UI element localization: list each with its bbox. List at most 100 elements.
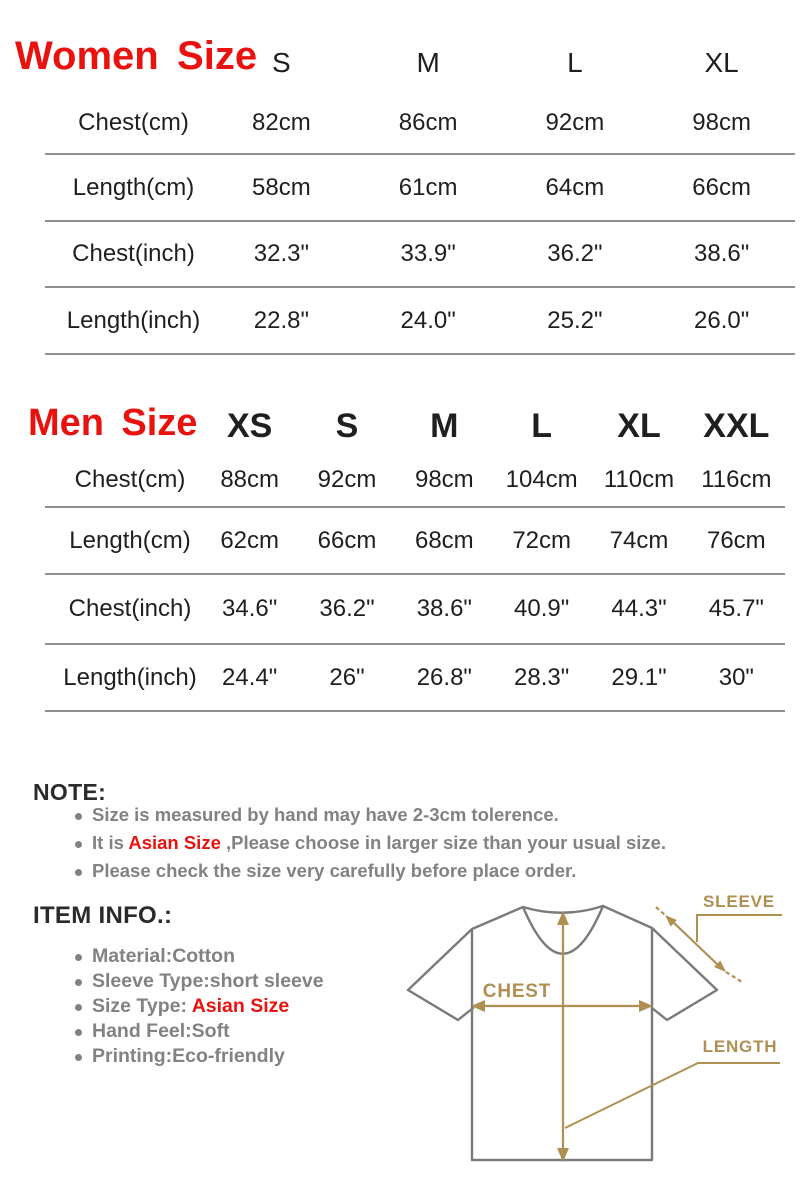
size-value: 36.2" xyxy=(547,240,603,267)
size-value: 64cm xyxy=(545,173,605,201)
size-value: 25.2" xyxy=(547,306,603,334)
bullet-text: Printing:Eco-friendly xyxy=(92,1045,285,1068)
bullet-text-part: Printing:Eco-friendly xyxy=(92,1045,285,1067)
note-heading: NOTE: xyxy=(33,779,107,805)
bullet-dot-icon xyxy=(75,868,82,876)
size-value: 86cm xyxy=(398,108,458,136)
bullet-red-text: Asian Size xyxy=(191,995,290,1017)
men-size-col-header: XXL xyxy=(703,406,770,445)
size-value: 92cm xyxy=(317,466,377,493)
size-value: 28.3" xyxy=(514,663,570,691)
tshirt-measurement-diagram: CHEST SLEEVE LENGTH xyxy=(406,892,782,1162)
bullet-text-part: Size Type: xyxy=(92,995,192,1017)
women-size-col-header: XL xyxy=(704,47,739,78)
size-value: 66cm xyxy=(692,173,751,201)
size-value: 34.6" xyxy=(222,595,278,622)
row-label: Chest(cm) xyxy=(78,108,189,136)
men-size-header-row: XS S M L XL XXL xyxy=(45,398,785,454)
bullet-text: Sleeve Type:short sleeve xyxy=(92,970,324,993)
size-value: 26" xyxy=(329,663,365,691)
chest-label: CHEST xyxy=(483,981,551,1002)
men-table-row: Length(inch) 24.4" 26" 26.8" 28.3" 29.1" 30" xyxy=(45,645,785,712)
size-value: 76cm xyxy=(706,526,766,554)
bullet-item: Size is measured by hand may have 2-3cm … xyxy=(62,801,666,829)
bullet-dot-icon xyxy=(75,812,82,820)
women-table-row: Length(inch) 22.8" 24.0" 25.2" 26.0" xyxy=(45,288,795,355)
bullet-item: Material:Cotton xyxy=(62,944,324,969)
bullet-text-part: Size is measured by hand may have 2-3cm … xyxy=(92,804,559,825)
size-value: 38.6" xyxy=(694,240,750,267)
men-size-col-header: XS xyxy=(226,406,273,445)
row-label: Length(inch) xyxy=(63,663,197,691)
length-arrow-icon xyxy=(557,911,569,1162)
size-value: 22.8" xyxy=(253,306,309,334)
bullet-dot-icon xyxy=(75,979,82,986)
size-value: 88cm xyxy=(220,466,279,493)
bullet-dot-icon xyxy=(75,1054,82,1061)
length-callout-line xyxy=(564,1062,780,1129)
size-value: 74cm xyxy=(609,526,669,554)
bullet-text: Size is measured by hand may have 2-3cm … xyxy=(92,804,559,826)
chest-arrow-icon xyxy=(471,1000,653,1012)
sleeve-arrow-icon xyxy=(655,906,743,983)
size-value: 110cm xyxy=(603,466,675,493)
bullet-text-part: Material:Cotton xyxy=(92,945,235,967)
women-size-col-header: M xyxy=(416,47,440,78)
size-value: 104cm xyxy=(505,466,578,493)
sleeve-callout-line xyxy=(696,914,782,942)
bullet-item: It is Asian Size ,Please choose in large… xyxy=(62,829,666,857)
bullet-dot-icon xyxy=(75,840,82,848)
bullet-text-part: It is xyxy=(92,832,129,853)
bullet-item: Hand Feel:Soft xyxy=(62,1019,324,1044)
size-value: 68cm xyxy=(414,526,474,554)
bullet-text-part: Sleeve Type:short sleeve xyxy=(92,970,324,992)
bullet-dot-icon xyxy=(75,1004,82,1011)
size-value: 82cm xyxy=(252,108,311,136)
size-value: 36.2" xyxy=(319,595,375,622)
size-value: 72cm xyxy=(512,526,571,554)
size-value: 45.7" xyxy=(708,595,764,622)
size-value: 98cm xyxy=(692,108,751,136)
men-size-col-header: L xyxy=(531,406,553,445)
size-value: 26.8" xyxy=(416,663,472,691)
bullet-item: Please check the size very carefully bef… xyxy=(62,857,666,885)
row-label: Chest(inch) xyxy=(68,595,192,622)
size-value: 98cm xyxy=(414,466,474,493)
note-list: Size is measured by hand may have 2-3cm … xyxy=(62,801,666,885)
size-value: 26.0" xyxy=(694,306,750,334)
bullet-text-part: Hand Feel:Soft xyxy=(92,1020,230,1042)
women-table-row: Length(cm) 58cm 61cm 64cm 66cm xyxy=(45,155,795,222)
size-value: 92cm xyxy=(545,108,605,136)
bullet-text-part: ,Please choose in larger size than your … xyxy=(220,832,667,853)
men-size-table: Chest(cm) 88cm 92cm 98cm 104cm 110cm 116cm Leng… xyxy=(45,454,785,712)
women-size-title: Women Size xyxy=(15,34,258,78)
size-value: 61cm xyxy=(398,173,458,201)
women-table-row: Chest(inch) 32.3" 33.9" 36.2" 38.6" xyxy=(45,222,795,288)
row-label: Length(inch) xyxy=(66,306,201,334)
row-label: Length(cm) xyxy=(72,173,195,201)
measurement-annotations: CHEST SLEEVE LENGTH xyxy=(471,892,782,1162)
bullet-dot-icon xyxy=(75,1029,82,1036)
bullet-item: Printing:Eco-friendly xyxy=(62,1044,324,1069)
size-value: 116cm xyxy=(701,466,772,493)
size-value: 24.4" xyxy=(222,663,278,691)
women-size-col-header: S xyxy=(272,47,291,78)
row-label: Chest(inch) xyxy=(72,240,195,267)
size-value: 38.6" xyxy=(416,595,472,622)
item-info-list: Material:Cotton Sleeve Type:short sleeve S… xyxy=(62,944,324,1069)
bullet-text: Size Type: Asian Size xyxy=(92,995,289,1018)
item-info-heading: ITEM INFO.: xyxy=(33,902,173,929)
size-value: 44.3" xyxy=(611,595,667,622)
bullet-text-part: Please check the size very carefully bef… xyxy=(92,860,577,881)
row-label: Chest(cm) xyxy=(74,466,186,493)
women-size-col-header: L xyxy=(567,47,583,78)
sleeve-label: SLEEVE xyxy=(703,892,775,911)
size-value: 58cm xyxy=(252,173,311,201)
size-value: 30" xyxy=(718,663,754,691)
size-value: 66cm xyxy=(317,526,377,554)
bullet-item: Size Type: Asian Size xyxy=(62,994,324,1019)
size-value: 32.3" xyxy=(253,240,309,267)
men-table-row: Chest(cm) 88cm 92cm 98cm 104cm 110cm 116cm xyxy=(45,454,785,508)
size-value: 24.0" xyxy=(400,306,456,334)
